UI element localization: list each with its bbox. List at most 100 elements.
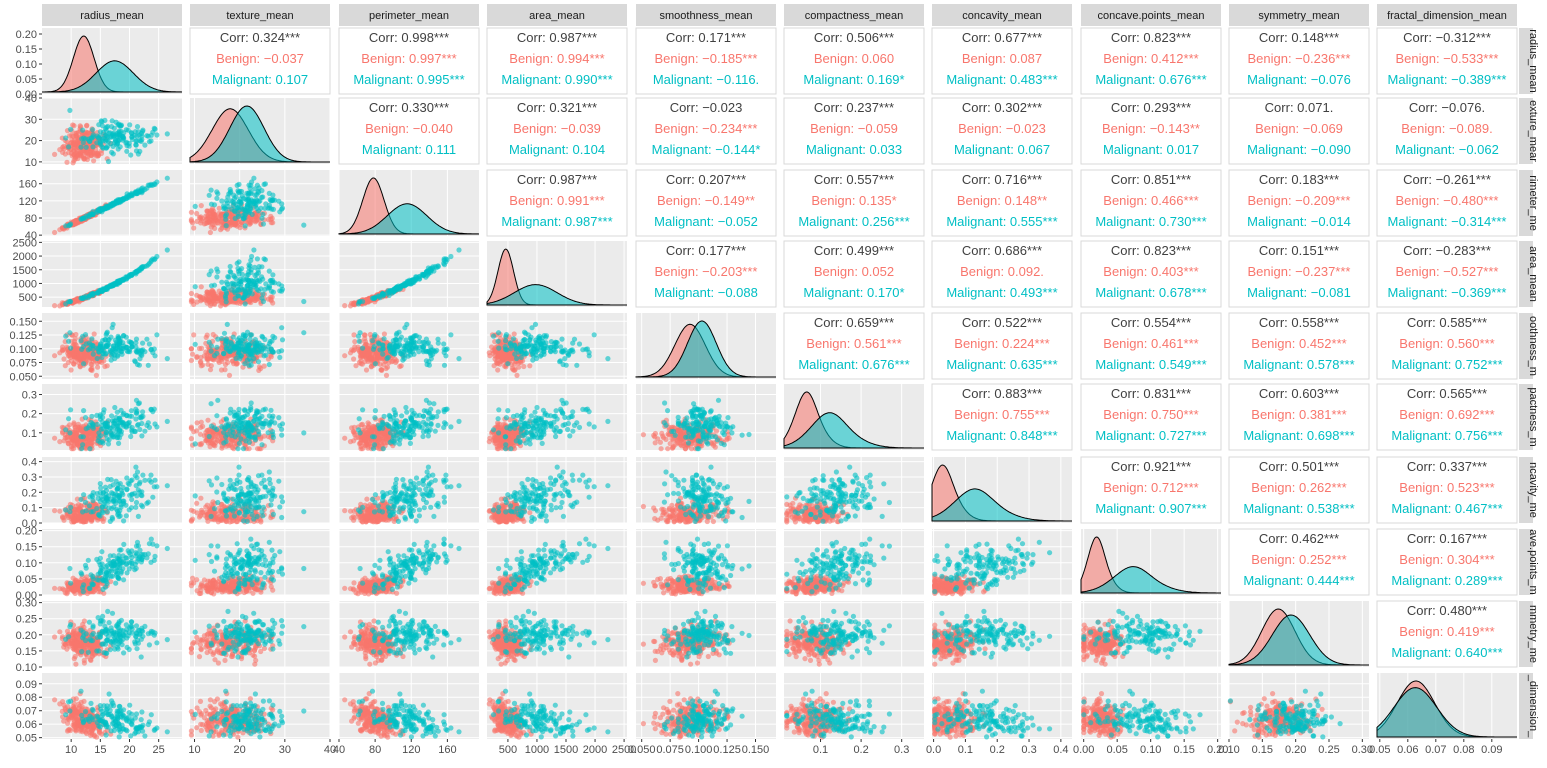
scatter-point [68,407,74,413]
scatter-point [548,344,554,350]
scatter-point [86,213,92,220]
scatter-point [86,138,92,144]
corr-benign: Benign: 0.060 [814,51,894,66]
scatter-point [559,336,565,342]
scatter-point [235,213,241,220]
scatter-point [260,407,266,413]
scatter-point [206,192,212,198]
scatter-point [85,347,91,353]
scatter-point [118,348,124,354]
scatter-point [228,406,234,412]
scatter-point [94,355,100,362]
scatter-point [115,146,121,152]
scatter-point [301,222,307,228]
corr-overall: Corr: 0.148*** [1259,30,1339,45]
strip-label-right: ncavity_me [1527,462,1539,518]
strip-right-7 [1519,529,1533,595]
scatter-point [144,336,150,342]
scatter-point [214,274,220,280]
corr-overall: Corr: −0.261*** [1403,172,1491,187]
scatter-point [206,219,212,225]
scatter-point [89,367,95,373]
corr-benign: Benign: 0.452*** [1251,336,1346,351]
scatter-point [370,346,377,352]
scatter-point [403,337,409,343]
scatter-point [164,131,170,137]
scatter-point [108,141,114,147]
corr-malignant: Malignant: −0.116. [653,72,759,87]
scatter-point [435,340,441,346]
strip-label-right: mmetry_me [1527,605,1539,663]
strip-right-8 [1519,601,1533,667]
scatter-point [249,332,255,338]
scatter-point [71,123,77,129]
scatter-point [117,415,123,421]
scatter-point [398,334,404,340]
scatter-point [188,436,194,442]
scatter-point [360,345,366,351]
scatter-point [223,434,229,440]
scatter-point [393,342,399,348]
scatter-point [265,430,271,436]
scatter-point [79,136,85,142]
scatter-point [256,367,262,373]
scatter-point [279,286,286,292]
scatter-point [260,424,266,430]
scatter-point [203,334,209,340]
scatter-point [377,361,383,367]
scatter-point [126,274,132,280]
scatter-point [394,358,400,364]
corr-overall: Corr: 0.987*** [517,30,597,45]
scatter-point [67,430,73,436]
scatter-point [260,291,266,297]
scatter-point [100,136,106,142]
scatter-point [518,354,524,360]
corr-overall: Corr: −0.312*** [1403,30,1491,45]
scatter-point [198,419,204,425]
scatter-point [128,433,134,440]
scatter-point [441,256,447,262]
scatter-point [127,349,133,355]
scatter-point [212,294,218,300]
scatter-point [66,144,72,150]
scatter-point [91,331,97,337]
scatter-point [90,351,96,357]
scatter-point [574,362,580,368]
corr-overall: Corr: 0.330*** [369,100,449,115]
strip-right-2 [1519,170,1533,236]
strip-top-7 [1081,4,1221,26]
scatter-point [270,272,276,278]
strip-label-right: ave.points_m [1527,529,1539,594]
scatter-point [100,414,106,420]
scatter-point [225,274,231,280]
scatter-point [364,299,370,305]
corr-malignant: Malignant: 0.483*** [946,72,1057,87]
scatter-point [68,126,74,132]
scatter-point [221,440,227,446]
corr-malignant: Malignant: 0.676*** [1095,72,1206,87]
scatter-point [393,337,399,343]
scatter-point [393,332,399,338]
strip-top-8 [1229,4,1369,26]
scatter-point [79,346,85,352]
scatter-point [133,416,139,422]
strip-label-right: rimeter_me [1527,175,1539,231]
scatter-point [420,344,427,350]
scatter-point [219,222,225,228]
corr-benign: Benign: −0.037 [216,51,304,66]
scatter-point [228,344,234,350]
scatter-point [256,340,262,346]
scatter-point [192,441,198,447]
scatter-point [188,346,194,352]
scatter-point [254,409,260,415]
scatter-point [88,361,94,367]
corr-malignant: Malignant: 0.017 [1103,142,1199,157]
scatter-point [511,361,518,367]
corr-malignant: Malignant: 0.676*** [798,357,909,372]
scatter-point [191,429,197,435]
scatter-point [522,337,528,343]
corr-overall: Corr: 0.293*** [1111,100,1191,115]
corr-malignant: Malignant: −0.314*** [1388,214,1507,229]
scatter-point [140,340,146,346]
scatter-point [57,439,63,445]
